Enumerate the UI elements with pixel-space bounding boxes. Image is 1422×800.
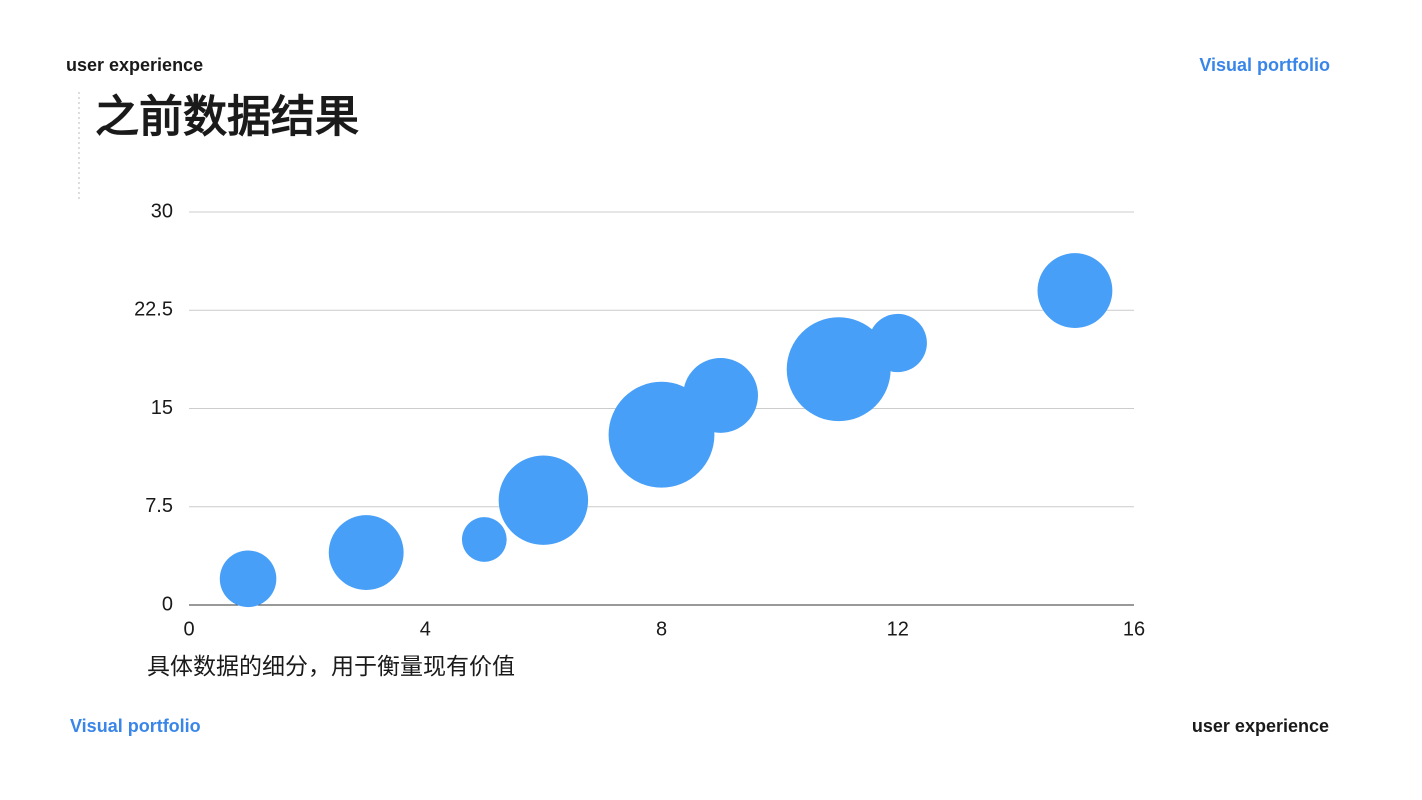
y-tick-label: 7.5 <box>145 495 173 517</box>
x-tick-label: 0 <box>183 618 194 640</box>
y-tick-label: 22.5 <box>134 299 173 321</box>
bubble <box>868 313 927 373</box>
x-tick-label: 16 <box>1123 618 1145 640</box>
x-tick-label: 8 <box>656 618 667 640</box>
x-tick-label: 4 <box>420 618 431 640</box>
footer-right: user experience <box>1192 716 1329 736</box>
y-tick-label: 15 <box>151 397 173 419</box>
x-tick-label: 12 <box>887 618 909 640</box>
y-tick-label: 30 <box>151 200 173 222</box>
bubble <box>1037 253 1113 329</box>
header-right: Visual portfolio <box>1199 55 1330 75</box>
bubble <box>683 357 758 433</box>
footer-left: Visual portfolio <box>70 716 201 736</box>
bubble <box>219 550 277 608</box>
chart-title: 之前数据结果 <box>95 93 359 142</box>
caption: 具体数据的细分，用于衡量现有价值 <box>147 653 515 679</box>
bubble <box>328 515 404 591</box>
y-tick-label: 0 <box>162 593 173 615</box>
bubble <box>498 455 589 545</box>
bubble <box>461 517 507 562</box>
header-left: user experience <box>66 55 203 75</box>
bubble <box>786 317 891 422</box>
